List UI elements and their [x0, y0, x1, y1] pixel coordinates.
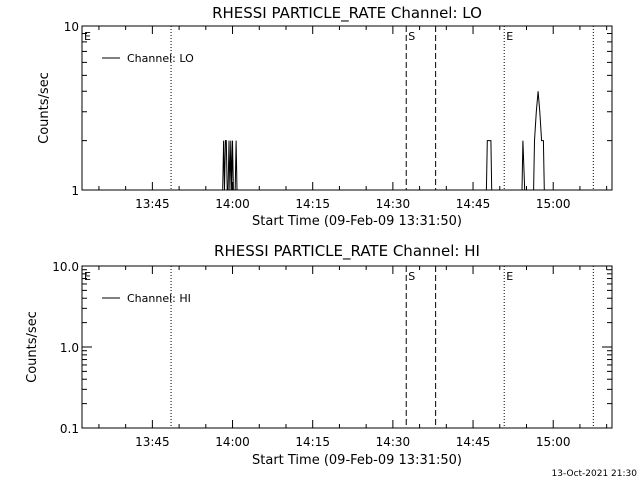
x-tick-label: 14:00: [215, 197, 250, 211]
y-tick-label: 1.0: [60, 341, 79, 355]
x-tick-label: 14:15: [295, 435, 330, 449]
marker-label: E: [84, 270, 91, 283]
x-axis-label: Start Time (09-Feb-09 13:31:50): [252, 453, 462, 468]
marker-label: S: [408, 270, 415, 283]
plot-frame: [81, 265, 613, 429]
chart-hi: RHESSI PARTICLE_RATE Channel: HI 13:45 14:…: [25, 242, 613, 468]
legend-entry: Channel: HI: [127, 292, 191, 305]
y-axis-label: Counts/sec: [25, 311, 40, 383]
marker-label: S: [408, 30, 415, 43]
y-axis-label: Counts/sec: [37, 72, 52, 144]
x-tick-label: 14:00: [215, 435, 250, 449]
chart-lo: RHESSI PARTICLE_RATE Channel: LO 13:45 14:…: [37, 4, 613, 229]
chart-title: RHESSI PARTICLE_RATE Channel: LO: [212, 4, 482, 23]
x-tick-label: 14:45: [456, 435, 491, 449]
x-tick-label: 14:15: [295, 197, 330, 211]
marker-label: E: [84, 30, 91, 43]
x-axis-label: Start Time (09-Feb-09 13:31:50): [252, 214, 462, 229]
x-tick-label: 14:30: [376, 435, 411, 449]
footer-timestamp: 13-Oct-2021 21:30: [552, 469, 638, 479]
x-tick-label: 14:45: [456, 197, 491, 211]
series-line: [82, 91, 612, 191]
y-tick-label: 10: [64, 20, 79, 34]
marker-label: E: [506, 270, 513, 283]
y-tick-label: 1: [71, 184, 79, 198]
chart-title: RHESSI PARTICLE_RATE Channel: HI: [214, 242, 480, 261]
x-tick-label: 13:45: [135, 197, 170, 211]
x-tick-label: 13:45: [135, 435, 170, 449]
y-tick-label: 0.1: [60, 422, 79, 436]
marker-label: E: [506, 30, 513, 43]
x-tick-label: 15:00: [536, 435, 571, 449]
y-tick-label: 10.0: [52, 260, 79, 274]
legend-entry: Channel: LO: [127, 52, 194, 65]
x-tick-label: 15:00: [536, 197, 571, 211]
x-tick-label: 14:30: [376, 197, 411, 211]
plot-frame: [81, 25, 613, 191]
